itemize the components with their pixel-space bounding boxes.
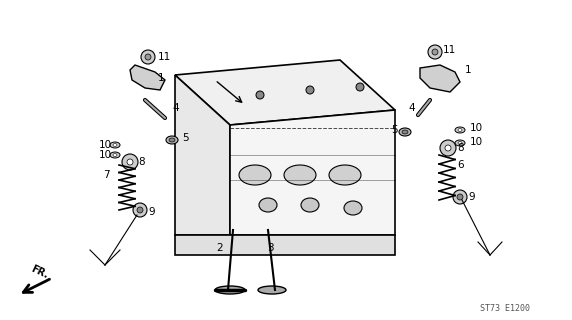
Circle shape [256, 91, 264, 99]
Ellipse shape [344, 201, 362, 215]
Circle shape [445, 145, 451, 151]
Text: 5: 5 [391, 125, 398, 135]
Circle shape [133, 203, 147, 217]
Ellipse shape [301, 198, 319, 212]
Text: 11: 11 [158, 52, 171, 62]
Text: 7: 7 [103, 170, 110, 180]
Text: 4: 4 [408, 103, 415, 113]
Text: 2: 2 [217, 243, 223, 253]
Ellipse shape [402, 130, 408, 134]
Text: 6: 6 [457, 160, 464, 170]
Text: 10: 10 [470, 137, 483, 147]
Ellipse shape [259, 198, 277, 212]
Ellipse shape [458, 141, 462, 145]
Circle shape [137, 207, 143, 213]
Ellipse shape [169, 138, 175, 142]
Text: 3: 3 [267, 243, 273, 253]
Polygon shape [175, 60, 395, 125]
Polygon shape [175, 235, 395, 255]
Ellipse shape [284, 165, 316, 185]
Ellipse shape [113, 143, 117, 147]
Ellipse shape [458, 129, 462, 132]
Ellipse shape [113, 154, 117, 156]
Circle shape [145, 54, 151, 60]
Circle shape [457, 194, 463, 200]
Circle shape [306, 86, 314, 94]
Circle shape [432, 49, 438, 55]
Polygon shape [130, 65, 165, 90]
Text: 8: 8 [457, 143, 464, 153]
Text: 11: 11 [443, 45, 456, 55]
Ellipse shape [455, 140, 465, 146]
Text: 9: 9 [148, 207, 154, 217]
Circle shape [440, 140, 456, 156]
Text: 10: 10 [99, 140, 112, 150]
Circle shape [127, 159, 133, 165]
Text: 5: 5 [182, 133, 189, 143]
Text: 1: 1 [158, 73, 165, 83]
Ellipse shape [399, 128, 411, 136]
Polygon shape [420, 65, 460, 92]
Ellipse shape [215, 286, 245, 294]
Circle shape [356, 83, 364, 91]
Text: 10: 10 [99, 150, 112, 160]
Circle shape [122, 154, 138, 170]
Ellipse shape [166, 136, 178, 144]
Circle shape [141, 50, 155, 64]
Ellipse shape [455, 127, 465, 133]
Polygon shape [230, 110, 395, 235]
Ellipse shape [239, 165, 271, 185]
Text: ST73 E1200: ST73 E1200 [480, 304, 530, 313]
Polygon shape [175, 75, 230, 235]
Ellipse shape [258, 286, 286, 294]
Text: 8: 8 [138, 157, 145, 167]
Text: 10: 10 [470, 123, 483, 133]
Circle shape [428, 45, 442, 59]
Ellipse shape [110, 142, 120, 148]
Text: 4: 4 [172, 103, 178, 113]
Ellipse shape [110, 152, 120, 158]
Text: FR.: FR. [30, 263, 50, 280]
Circle shape [453, 190, 467, 204]
Text: 9: 9 [468, 192, 475, 202]
Text: 1: 1 [465, 65, 472, 75]
Ellipse shape [329, 165, 361, 185]
